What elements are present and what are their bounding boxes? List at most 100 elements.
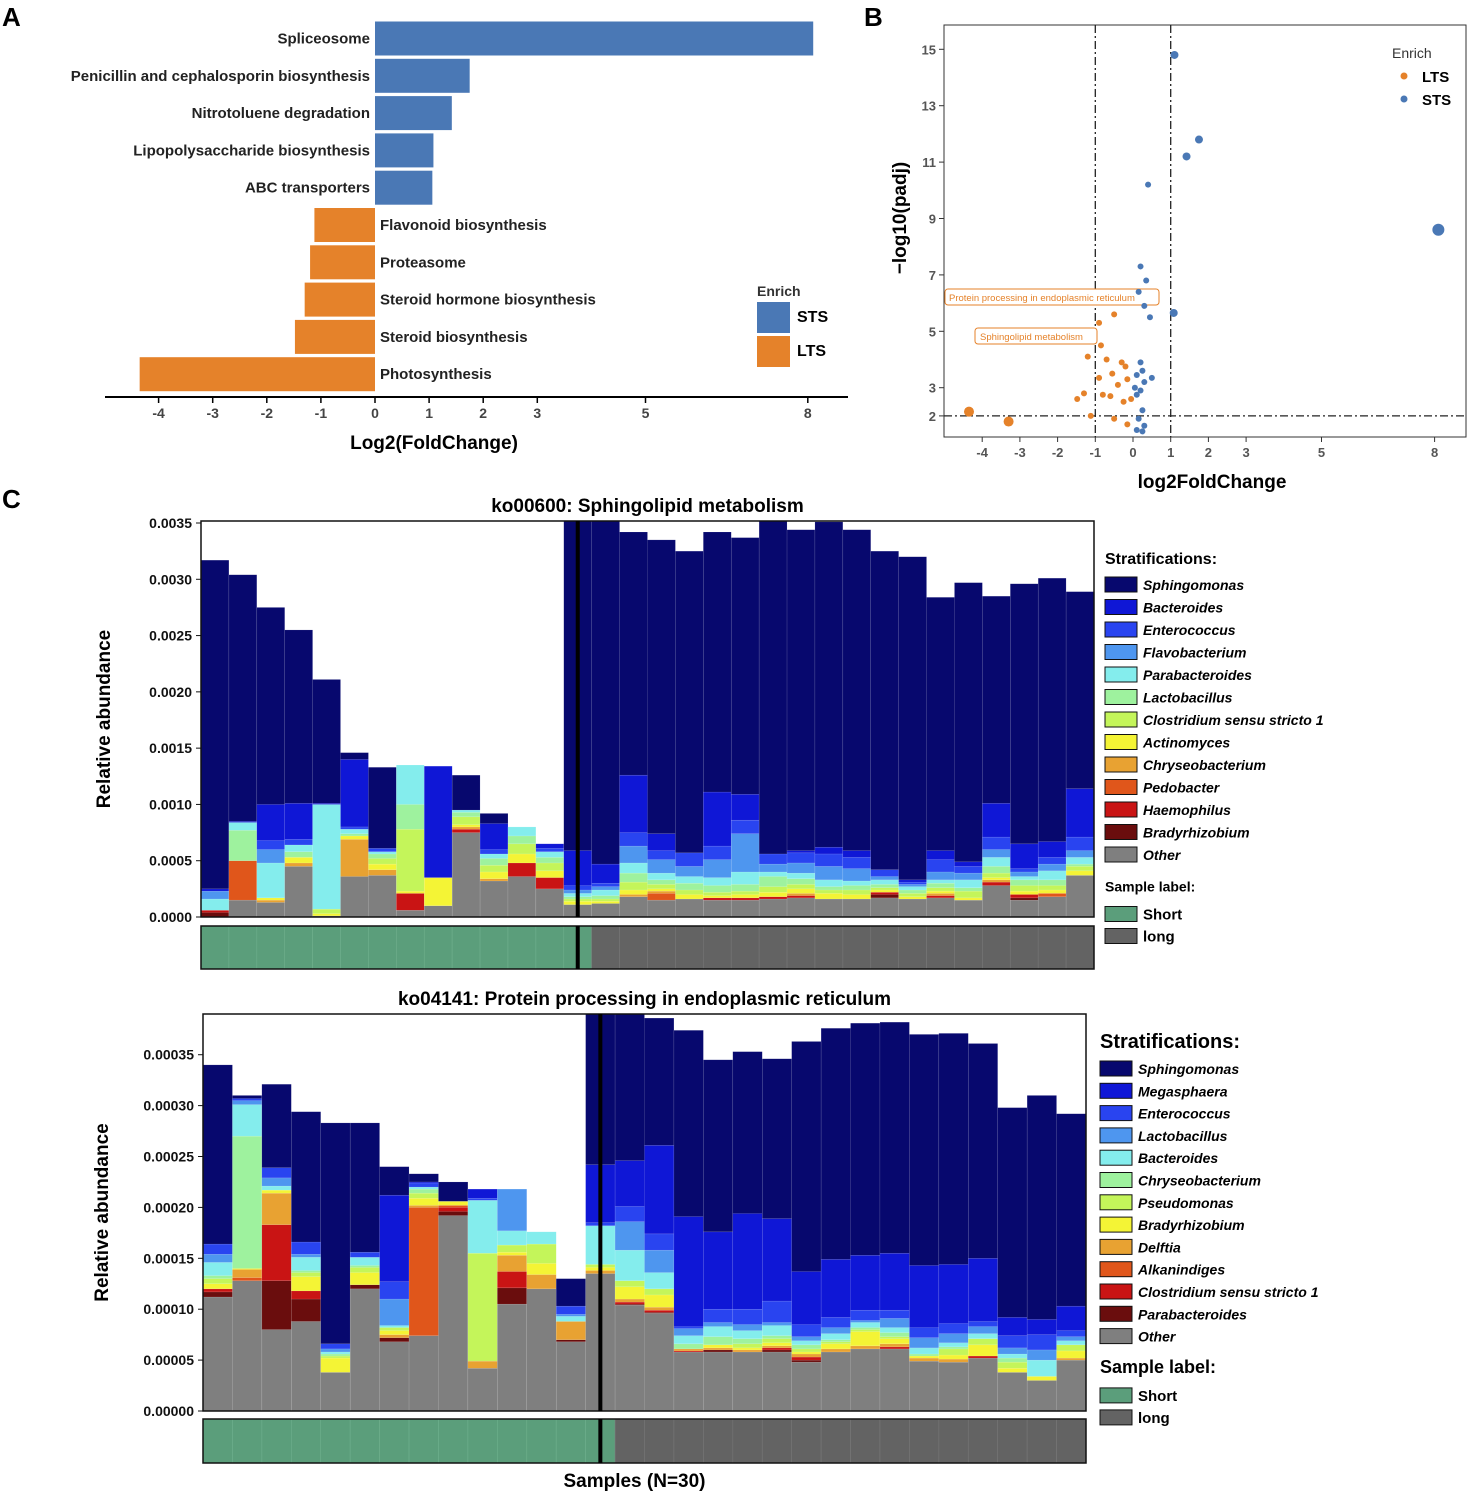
segment-parabacteroides bbox=[786, 872, 816, 879]
sample-bar bbox=[451, 774, 481, 917]
segment-other bbox=[703, 1351, 734, 1411]
segment-other bbox=[349, 1288, 380, 1411]
segment-sphingomonas bbox=[786, 529, 816, 851]
sample-bar bbox=[526, 1231, 557, 1411]
segment-sphingomonas bbox=[451, 774, 481, 811]
segment-lactobacillus bbox=[820, 1327, 851, 1334]
legend-label: Alkanindiges bbox=[1137, 1262, 1225, 1278]
segment-delftia bbox=[879, 1343, 910, 1348]
x-tick-label: 2 bbox=[479, 405, 487, 421]
segment-delftia bbox=[850, 1345, 881, 1350]
sample-bar bbox=[850, 1022, 881, 1411]
segment-pseudomonas bbox=[761, 1338, 792, 1344]
x-tick-label: -2 bbox=[1052, 445, 1064, 460]
segment-clostridium-sensu-stricto-1 bbox=[870, 887, 899, 891]
y-tick-label: 0.00015 bbox=[143, 1250, 194, 1266]
segment-enterococcus bbox=[842, 857, 871, 869]
segment-clostridium-sensu-stricto-1 bbox=[1010, 885, 1039, 892]
point-sts bbox=[1135, 288, 1142, 295]
segment-lactobacillus bbox=[850, 1320, 881, 1323]
segment-bacteroides bbox=[898, 879, 927, 883]
segment-megasphaera bbox=[997, 1317, 1028, 1336]
legend-swatch bbox=[1104, 711, 1138, 728]
segment-sphingomonas bbox=[814, 521, 844, 848]
legend-swatch-lts bbox=[757, 336, 790, 367]
segment-chryseobacterium bbox=[909, 1353, 940, 1357]
sample-bar bbox=[614, 1014, 645, 1411]
segment-megasphaera bbox=[467, 1188, 498, 1199]
legend-swatch bbox=[1104, 824, 1138, 840]
segment-other bbox=[1056, 1359, 1086, 1411]
segment-bacteroides bbox=[820, 1333, 851, 1340]
sample-label-cell bbox=[1065, 925, 1095, 970]
segment-enterococcus bbox=[673, 1326, 704, 1329]
sample-label-cell bbox=[820, 1418, 851, 1464]
legend-swatch bbox=[1099, 1238, 1133, 1255]
sample-bar bbox=[591, 521, 620, 917]
segment-enterococcus bbox=[291, 1241, 321, 1255]
segment-parabacteroides bbox=[791, 1359, 822, 1363]
segment-bacteroides bbox=[379, 1325, 410, 1328]
sample-bar bbox=[673, 1030, 704, 1411]
segment-parabacteroides bbox=[555, 1339, 586, 1343]
segment-other bbox=[926, 897, 955, 917]
legend-swatch bbox=[1104, 689, 1138, 705]
legend-label: Pedobacter bbox=[1143, 780, 1221, 796]
segment-bradyrhizobium bbox=[968, 1344, 998, 1357]
sample-bar bbox=[467, 1188, 498, 1411]
segment-other bbox=[291, 1321, 321, 1411]
sample-label-cell bbox=[758, 925, 788, 970]
legend-dot-sts bbox=[1400, 95, 1408, 103]
segment-lactobacillus bbox=[997, 1347, 1028, 1355]
segment-clostridium-sensu-stricto-1 bbox=[926, 887, 955, 892]
segment-pseudomonas bbox=[614, 1280, 645, 1288]
sample-label-title: Sample label: bbox=[1100, 1357, 1216, 1377]
segment-lactobacillus bbox=[228, 830, 258, 861]
segment-sphingomonas bbox=[842, 529, 871, 851]
segment-pedobacter bbox=[1037, 893, 1067, 897]
y-tick-label: 0.00010 bbox=[143, 1301, 194, 1317]
segment-enterococcus bbox=[379, 1281, 410, 1300]
segment-bradyrhizobium bbox=[408, 1197, 439, 1206]
segment-actinomyces bbox=[424, 877, 453, 906]
legend-label-short: Short bbox=[1143, 907, 1182, 924]
sample-label-cell bbox=[786, 925, 816, 970]
sample-bar bbox=[379, 1166, 410, 1411]
segment-bacteroides bbox=[320, 1351, 351, 1355]
segment-bradyrhizobium bbox=[203, 1283, 233, 1290]
segment-megasphaera bbox=[938, 1264, 969, 1324]
x-tick-label: 1 bbox=[1167, 445, 1174, 460]
segment-pseudomonas bbox=[526, 1243, 557, 1264]
segment-parabacteroides bbox=[340, 828, 369, 834]
bar-flavonoid-biosynthesis bbox=[314, 208, 375, 242]
bars bbox=[201, 521, 1094, 917]
segment-enterococcus bbox=[261, 1167, 292, 1179]
segment-bacteroides bbox=[284, 803, 313, 840]
segment-bacteroides bbox=[291, 1257, 321, 1271]
segment-bradyrhizobium bbox=[438, 1201, 469, 1206]
sample-bar bbox=[703, 1059, 734, 1411]
segment-clostridium-sensu-stricto-1 bbox=[451, 816, 481, 825]
segment-clostridium-sensu-stricto-1 bbox=[786, 884, 816, 890]
legend-swatch-sts bbox=[757, 302, 790, 333]
segment-enterococcus bbox=[926, 859, 955, 873]
segment-lactobacillus bbox=[497, 1188, 528, 1232]
segment-lactobacillus bbox=[791, 1336, 822, 1342]
point-sts bbox=[1432, 223, 1445, 236]
sample-label-cell bbox=[379, 1418, 410, 1464]
segment-haemophilus bbox=[926, 895, 955, 899]
sample-label-cell bbox=[938, 1418, 969, 1464]
sample-label-cell bbox=[791, 1418, 822, 1464]
segment-delftia bbox=[261, 1192, 292, 1225]
legend-title: Enrich bbox=[757, 283, 801, 299]
segment-bacteroides bbox=[1056, 1340, 1086, 1346]
segment-bradyrhizobium bbox=[379, 1330, 410, 1335]
segment-sphingomonas bbox=[850, 1022, 881, 1256]
y-tick-label: 11 bbox=[922, 155, 936, 170]
segment-bacteroides bbox=[467, 1200, 498, 1254]
segment-actinomyces bbox=[814, 893, 844, 900]
segment-haemophilus bbox=[758, 896, 788, 900]
point-lts bbox=[1074, 395, 1081, 402]
segment-enterococcus bbox=[954, 866, 983, 874]
